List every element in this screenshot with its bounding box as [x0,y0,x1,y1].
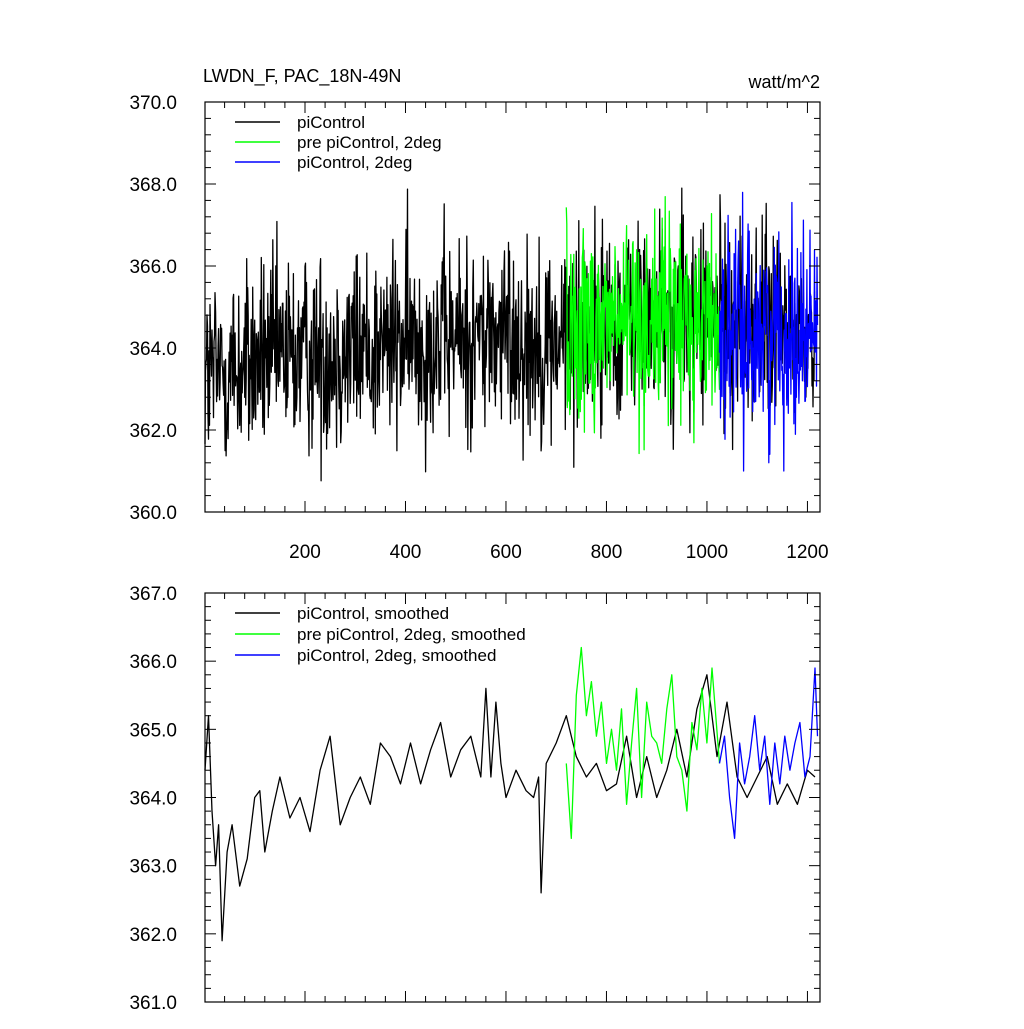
legend-label-3: piControl, 2deg [297,153,412,172]
units-label: watt/m^2 [748,72,820,92]
series-line-2-2 [565,646,721,840]
legend-label-2: pre piControl, 2deg, smoothed [297,625,526,644]
x-tick-label: 200 [289,542,321,563]
series-line-2-3 [718,667,819,840]
series-line-2-1 [204,674,816,942]
y-tick-label: 362.0 [129,421,177,442]
chart-title: LWDN_F, PAC_18N-49N [203,66,401,87]
y-tick-label: 366.0 [129,652,177,673]
legend-label-1: piControl [297,113,365,132]
y-tick-label: 363.0 [129,857,177,878]
y-tick-label: 362.0 [129,925,177,946]
y-tick-label: 365.0 [129,720,177,741]
y-tick-label: 361.0 [129,993,177,1014]
y-tick-label: 360.0 [129,503,177,524]
legend-label-1: piControl, smoothed [297,604,449,623]
chart-panel-1: 360.0 362.0 364.0 366.0 368.0 370.0 200 400 600 8… [129,93,828,563]
legend-label-3: piControl, 2deg, smoothed [297,646,496,665]
x-tick-label: 600 [490,542,522,563]
chart-panel-2: 361.0 362.0 363.0 364.0 365.0 366.0 367.0 piCon… [129,584,821,1014]
plot-frame-1 [204,101,821,513]
x-tick-label: 1200 [786,542,828,563]
legend-label-2: pre piControl, 2deg [297,133,442,152]
x-tick-label: 800 [591,542,623,563]
y-tick-label: 366.0 [129,257,177,278]
series-line-1-3 [718,191,819,472]
y-tick-label: 364.0 [129,789,177,810]
series-line-1-2 [565,196,721,455]
x-tick-label: 400 [390,542,422,563]
y-tick-label: 367.0 [129,584,177,605]
x-tick-label: 1000 [686,542,728,563]
y-tick-label: 368.0 [129,175,177,196]
y-tick-label: 364.0 [129,339,177,360]
y-tick-label: 370.0 [129,93,177,114]
